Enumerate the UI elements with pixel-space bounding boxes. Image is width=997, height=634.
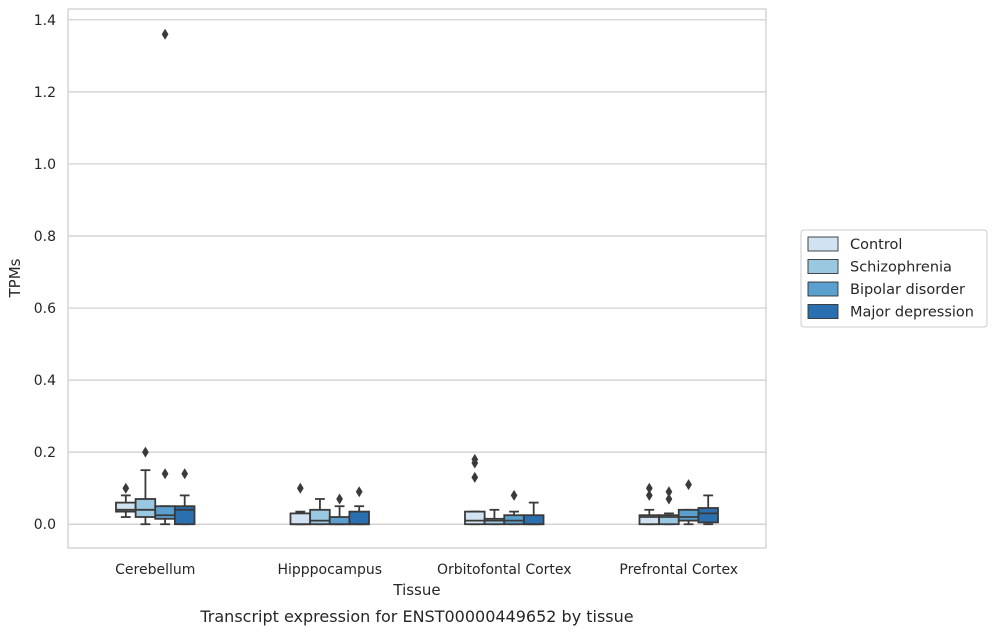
x-axis-label: Tissue [392, 581, 440, 599]
outlier-point [142, 446, 149, 458]
box-control [289, 510, 312, 526]
y-tick-label: 0.6 [34, 301, 56, 317]
legend-frame [800, 229, 988, 328]
box [173, 505, 196, 526]
box [348, 510, 370, 526]
legend-swatch [807, 281, 839, 297]
legend-swatch [807, 259, 839, 274]
gridlines [68, 19, 766, 525]
y-axis-label: TPMs [6, 258, 24, 298]
y-axis-ticks: 0.0 0.2 0.4 0.6 0.8 1.0 1.2 1.4 [34, 13, 56, 533]
box-bipolar-disorder [677, 508, 700, 526]
box [328, 516, 351, 526]
box-bipolar-disorder [328, 505, 351, 526]
x-tick-label: Prefrontal Cortex [619, 562, 738, 578]
outlier-point [665, 493, 673, 505]
outlier-point [161, 28, 169, 40]
box-bipolar-disorder [154, 505, 176, 526]
outlier-point [645, 482, 653, 494]
chart-caption: Transcript expression for ENST0000044965… [199, 607, 633, 626]
box [464, 510, 486, 526]
outlier-point [296, 482, 304, 494]
box [154, 505, 176, 520]
y-tick-label: 0.2 [34, 445, 56, 461]
outlier-point [471, 471, 479, 483]
outlier-point [685, 479, 692, 491]
legend-swatch [807, 304, 839, 319]
box [522, 514, 545, 526]
x-tick-label: Cerebellum [115, 562, 195, 578]
box [309, 508, 331, 526]
legend-label: Control [850, 237, 902, 253]
box-schizophrenia [658, 512, 680, 526]
box-major-depression [697, 494, 719, 526]
box-major-depression [173, 494, 196, 526]
legend-label: Bipolar disorder [850, 282, 965, 298]
box [697, 507, 719, 524]
outlier-point [336, 493, 343, 505]
x-tick-label: Hipppocampus [277, 562, 382, 578]
box [483, 517, 506, 526]
box-control [638, 508, 661, 526]
y-tick-label: 1.0 [34, 157, 56, 173]
outlier-point [161, 468, 169, 480]
box-major-depression [522, 501, 545, 526]
y-tick-label: 0.4 [34, 373, 56, 389]
box [677, 508, 700, 522]
box [134, 498, 157, 518]
y-tick-label: 0.8 [34, 229, 56, 245]
box-control [115, 494, 137, 518]
box-schizophrenia [483, 508, 506, 526]
outlier-point [510, 489, 518, 501]
legend-swatch [807, 236, 839, 252]
box-major-depression [348, 505, 370, 526]
plot-area [67, 8, 767, 549]
y-tick-label: 0.0 [34, 517, 56, 533]
box-control [464, 510, 486, 526]
box-bipolar-disorder [503, 510, 525, 526]
legend: Control Schizophrenia Bipolar disorder Majo… [800, 229, 988, 328]
boxes [115, 469, 719, 526]
box-schizophrenia [309, 498, 331, 526]
y-tick-label: 1.2 [34, 85, 56, 101]
outlier-point [122, 482, 130, 494]
outliers [122, 28, 692, 505]
outlier-point [665, 486, 673, 498]
outlier-point [181, 468, 189, 480]
outlier-point [355, 486, 363, 498]
outlier-point [471, 453, 479, 465]
box [503, 514, 525, 526]
y-tick-label: 1.4 [34, 13, 56, 29]
x-axis-ticks: Cerebellum Hipppocampus Orbitofontal Corte… [115, 562, 738, 578]
box-schizophrenia [134, 469, 157, 526]
x-tick-label: Orbitofontal Cortex [437, 562, 572, 578]
outlier-point [645, 489, 653, 501]
legend-label: Major depression [850, 305, 974, 321]
legend-label: Schizophrenia [850, 260, 952, 276]
box [289, 512, 312, 526]
